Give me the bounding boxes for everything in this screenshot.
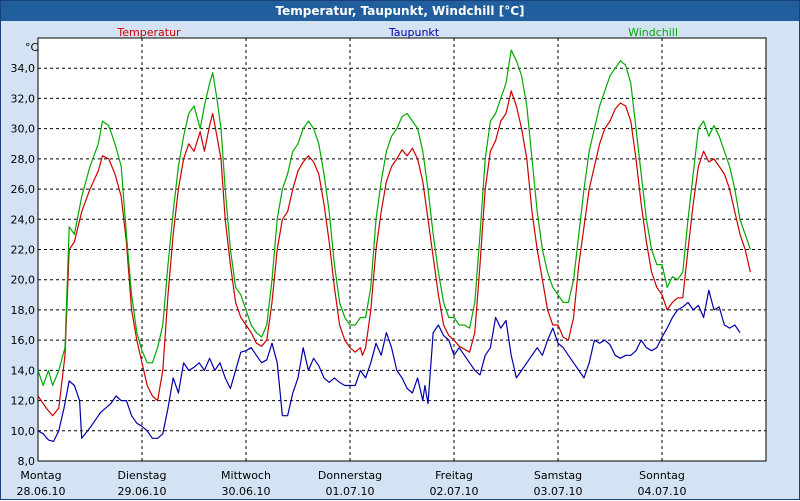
series-line-temperatur [37,90,751,417]
legend-entry: Windchill [628,26,678,39]
y-tick-label: 32,0 [11,92,36,105]
y-tick-label: 30,0 [11,123,36,136]
legend-entry: Taupunkt [388,26,440,39]
y-tick-label: 20,0 [11,274,36,287]
y-tick-label: 14,0 [11,364,36,377]
x-tick-day: Dienstag [117,469,166,482]
y-tick-label: 28,0 [11,153,36,166]
y-tick-label: 24,0 [11,213,36,226]
y-axis: 8,0 10,0 12,0 14,0 16,0 18,0 20,0 22,0 24,0 26,0 2… [11,62,36,468]
x-tick-day: Donnerstag [318,469,382,482]
y-tick-label: 18,0 [11,304,36,317]
x-tick-date: 01.07.10 [326,485,375,498]
x-tick-day: Mittwoch [221,469,271,482]
x-tick-date: 04.07.10 [638,485,687,498]
x-tick-date: 30.06.10 [222,485,271,498]
window-title: Temperatur, Taupunkt, Windchill [°C] [1,1,799,21]
x-tick-day: Montag [20,469,61,482]
series-line-windchill [37,49,751,387]
y-tick-label: 22,0 [11,244,36,257]
y-tick-label: 10,0 [11,425,36,438]
series-line-taupunkt [37,289,741,442]
x-tick-day: Samstag [534,469,582,482]
x-axis: Montag 28.06.10 Dienstag 29.06.10 Mittwoch 30… [17,469,687,498]
y-tick-label: 34,0 [11,62,36,75]
x-tick-day: Sonntag [639,469,685,482]
x-tick-date: 02.07.10 [430,485,479,498]
x-tick-date: 03.07.10 [534,485,583,498]
y-tick-label: 8,0 [18,455,36,468]
series-lines [37,49,751,442]
legend-entry: Temperatur [116,26,181,39]
legend: Temperatur Taupunkt Windchill [116,26,678,39]
x-tick-date: 28.06.10 [17,485,66,498]
grid-lines [38,38,766,461]
y-tick-label: 16,0 [11,334,36,347]
y-tick-label: 12,0 [11,395,36,408]
y-axis-unit: °C [25,41,39,54]
x-tick-day: Freitag [435,469,473,482]
y-tick-label: 26,0 [11,183,36,196]
x-tick-date: 29.06.10 [118,485,167,498]
